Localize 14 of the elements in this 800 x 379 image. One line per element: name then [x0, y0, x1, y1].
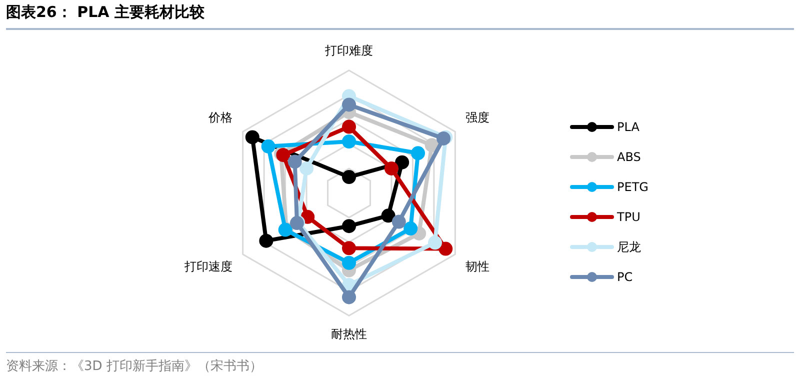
- spoke-label: 强度: [466, 110, 490, 125]
- text: 资料来源：《3D 打印新手指南》（宋书书）: [6, 358, 262, 375]
- spoke-label: 耐热性: [331, 326, 367, 341]
- legend-label: PETG: [617, 180, 648, 194]
- spoke-label: 打印难度: [324, 43, 373, 58]
- legend-label: TPU: [617, 210, 640, 224]
- spoke-label: 打印速度: [183, 260, 232, 274]
- legend-label: 尼龙: [617, 238, 641, 256]
- legend-label: PLA: [617, 120, 640, 134]
- spoke-label: 韧性: [466, 260, 490, 274]
- chart-title: 图表26： PLA 主要耗材比较: [6, 3, 204, 22]
- spoke-label: 价格: [207, 110, 232, 125]
- legend-label: ABS: [617, 150, 641, 164]
- legend-label: PC: [617, 270, 633, 284]
